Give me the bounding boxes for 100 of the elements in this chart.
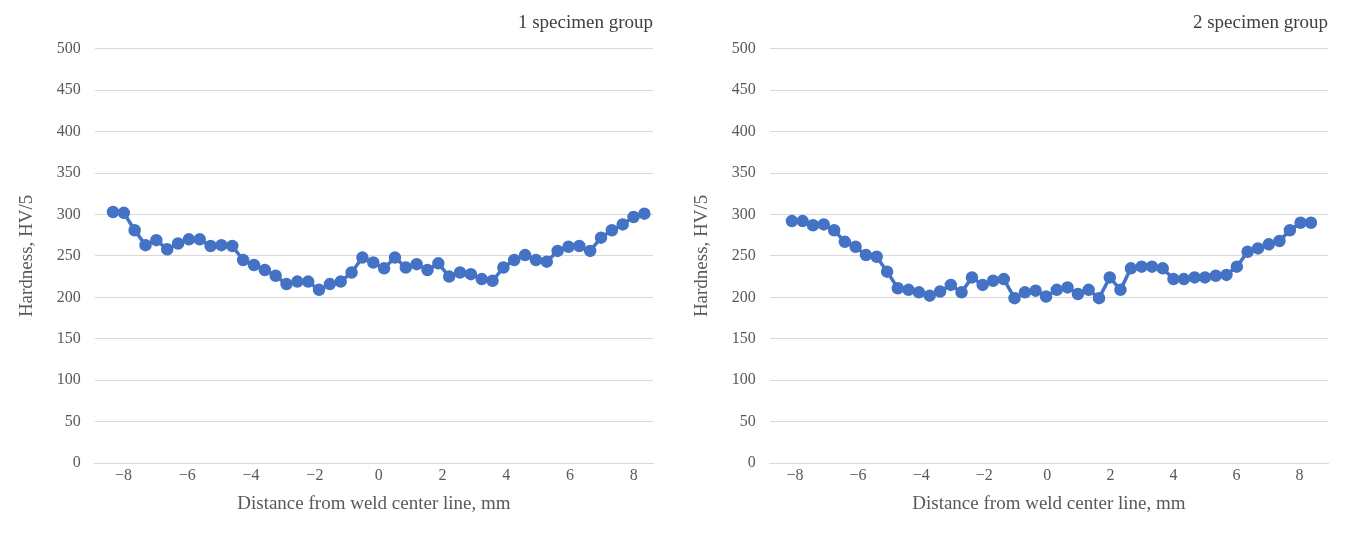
point — [1071, 287, 1085, 301]
point — [1008, 291, 1021, 305]
point — [106, 205, 120, 219]
point — [583, 244, 597, 258]
y-tick-label: 250 — [56, 246, 81, 264]
point — [965, 271, 979, 284]
x-tick-label: 4 — [502, 465, 511, 483]
y-tick-label: 150 — [731, 328, 756, 346]
point — [432, 257, 445, 270]
point — [291, 275, 304, 288]
x-tick-label: 8 — [1295, 465, 1304, 483]
point — [1262, 238, 1275, 251]
point — [1029, 284, 1042, 297]
point — [594, 231, 608, 244]
point — [562, 240, 575, 254]
point — [923, 289, 936, 302]
point — [944, 278, 958, 292]
x-tick-label: 0 — [374, 465, 383, 483]
point — [182, 233, 196, 246]
point — [453, 266, 467, 279]
y-axis-title: Hardness, HV/5 — [15, 194, 37, 318]
point — [442, 270, 456, 283]
point — [486, 274, 499, 287]
point — [312, 283, 326, 297]
point — [193, 233, 206, 246]
point — [301, 275, 315, 288]
y-axis-title: Hardness, HV/5 — [690, 194, 712, 318]
point — [518, 248, 532, 262]
point — [1135, 260, 1148, 273]
x-tick-label: −6 — [849, 465, 867, 483]
y-tick-label: 100 — [731, 370, 756, 388]
y-tick-label: 300 — [731, 204, 756, 222]
x-tick-label: −4 — [912, 465, 930, 483]
x-tick-label: −6 — [178, 465, 196, 483]
point — [215, 238, 228, 252]
x-tick-label: 8 — [629, 465, 638, 483]
point — [367, 256, 380, 269]
y-tick-label: 500 — [731, 39, 756, 56]
y-tick-label: 0 — [747, 453, 756, 471]
point — [880, 265, 894, 278]
point — [955, 286, 968, 299]
x-tick-label: −2 — [306, 465, 324, 483]
point — [1198, 271, 1212, 284]
y-tick-label: 350 — [56, 163, 81, 181]
y-tick-label: 150 — [56, 328, 81, 346]
y-tick-label: 450 — [56, 80, 81, 98]
point — [280, 277, 293, 291]
y-tick-label: 100 — [56, 370, 81, 388]
y-tick-label: 400 — [56, 121, 81, 139]
point — [976, 278, 989, 292]
x-tick-label: −4 — [242, 465, 260, 483]
point — [1061, 281, 1074, 294]
point — [849, 240, 862, 254]
point — [475, 272, 488, 286]
point — [551, 244, 564, 258]
point — [912, 286, 926, 299]
point — [497, 261, 510, 274]
point — [410, 257, 423, 271]
y-tick-label: 450 — [731, 80, 756, 98]
x-axis-title: Distance from weld center line, mm — [237, 491, 511, 513]
point — [1177, 272, 1191, 286]
point — [1230, 260, 1244, 273]
point — [870, 250, 883, 263]
point — [1283, 223, 1297, 237]
point — [1304, 216, 1318, 230]
y-tick-label: 0 — [72, 453, 81, 471]
point — [1294, 216, 1307, 230]
point — [859, 248, 873, 262]
point — [902, 283, 915, 297]
point — [1050, 283, 1064, 297]
point — [997, 272, 1011, 286]
point — [117, 206, 131, 220]
y-tick-label: 400 — [731, 121, 756, 139]
y-tick-label: 350 — [731, 163, 756, 181]
x-axis-title: Distance from weld center line, mm — [912, 491, 1186, 513]
point — [529, 253, 543, 267]
point — [796, 214, 809, 228]
point — [236, 253, 250, 267]
point — [247, 258, 261, 272]
point — [785, 214, 799, 228]
chart-title: 1 specimen group — [517, 11, 653, 33]
point — [1167, 272, 1180, 286]
x-tick-label: −8 — [114, 465, 133, 483]
point — [128, 223, 141, 237]
point — [150, 233, 163, 247]
point — [334, 275, 347, 288]
point — [377, 262, 391, 275]
point — [1124, 262, 1138, 275]
x-tick-label: 6 — [566, 465, 575, 483]
point — [1114, 283, 1127, 297]
point — [806, 219, 820, 232]
point — [204, 239, 217, 253]
x-tick-label: 6 — [1232, 465, 1241, 483]
point — [345, 266, 358, 279]
x-tick-label: −8 — [786, 465, 804, 483]
chart-title: 2 specimen group — [1192, 11, 1328, 33]
point — [1039, 290, 1053, 303]
y-tick-label: 500 — [56, 39, 81, 56]
point — [838, 235, 852, 249]
point — [1241, 245, 1254, 259]
